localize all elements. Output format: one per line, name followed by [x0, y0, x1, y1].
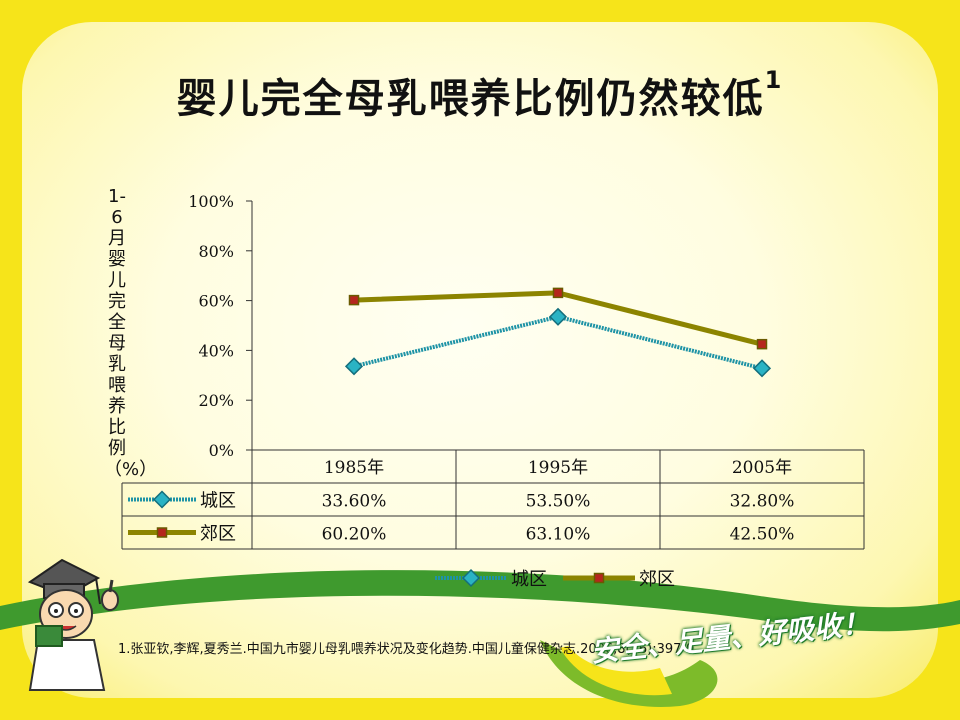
y-tick-label: 60% [198, 292, 234, 311]
x-tick-label: 1985年 [324, 458, 384, 478]
data-label: 53.50% [526, 492, 591, 512]
title-footnote-mark: 1 [764, 65, 784, 94]
legend-label: 郊区 [639, 569, 675, 590]
y-tick-label: 40% [198, 341, 234, 360]
data-label: 42.50% [730, 525, 795, 545]
table-series-name: 城区 [200, 491, 236, 512]
table-legend-marker [156, 527, 168, 538]
table-series-name: 郊区 [200, 524, 236, 545]
legend-marker [461, 568, 481, 588]
data-point-2 [756, 338, 768, 350]
data-point-1 [548, 307, 568, 326]
y-tick-label: 80% [198, 242, 234, 261]
data-label: 32.80% [730, 492, 795, 512]
x-tick-label: 2005年 [732, 458, 792, 478]
x-tick-label: 1995年 [528, 458, 588, 478]
data-label: 60.20% [322, 525, 387, 545]
data-point-1 [752, 359, 772, 378]
slide-title: 婴儿完全母乳喂养比例仍然较低1 [0, 66, 960, 124]
data-point-1 [344, 357, 364, 376]
legend-marker [593, 572, 605, 584]
data-label: 63.10% [526, 525, 591, 545]
data-label: 33.60% [322, 492, 387, 512]
data-point-2 [552, 287, 564, 299]
data-point-2 [348, 294, 360, 306]
title-text: 婴儿完全母乳喂养比例仍然较低 [176, 76, 765, 122]
table-legend-marker [152, 490, 172, 509]
reference-citation: 1.张亚钦,李辉,夏秀兰.中国九市婴儿母乳喂养状况及变化趋势.中国儿童保健杂志.… [118, 642, 699, 657]
y-tick-label: 20% [198, 391, 234, 410]
series-line-1 [353, 314, 763, 371]
y-tick-label: 100% [188, 192, 234, 211]
legend-label: 城区 [511, 569, 547, 590]
y-tick-label: 0% [209, 441, 234, 460]
